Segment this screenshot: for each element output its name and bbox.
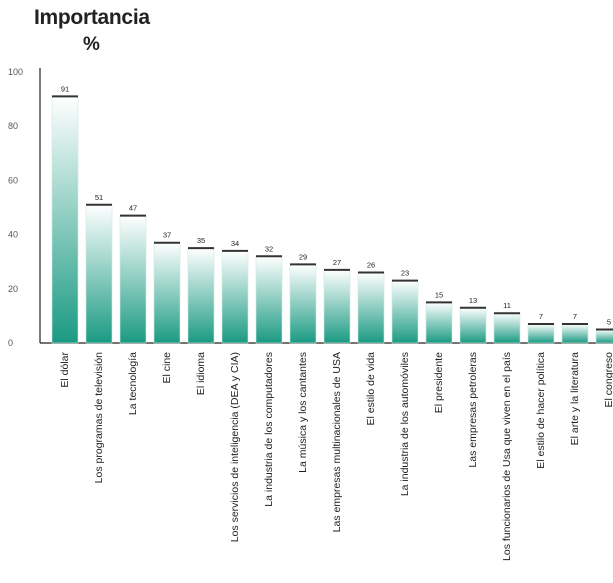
category-label: El presidente [433, 352, 445, 413]
category-label: Los programas de televisión [93, 352, 105, 483]
bar [357, 272, 385, 344]
category-label: La industria de los automóviles [399, 352, 411, 496]
bar [187, 247, 215, 344]
value-label: 13 [469, 296, 477, 305]
bar [391, 280, 419, 344]
category-label: El cine [161, 352, 173, 384]
bar [323, 269, 351, 344]
bar [595, 329, 613, 344]
category-label: Los funcionarios de Usa que viven en el … [501, 352, 513, 561]
value-label: 26 [367, 261, 375, 270]
y-tick-label: 0 [8, 338, 13, 348]
value-label: 7 [573, 312, 577, 321]
value-label: 11 [503, 301, 511, 310]
value-label: 7 [539, 312, 543, 321]
bar [527, 323, 555, 344]
category-label: La música y los cantantes [297, 352, 309, 473]
category-label: El dólar [59, 352, 71, 388]
value-label: 15 [435, 290, 443, 299]
bar [153, 242, 181, 344]
category-label: El arte y la literatura [569, 352, 581, 446]
chart-title: Importancia [34, 6, 150, 29]
bar [459, 307, 487, 344]
y-axis-unit: % [83, 34, 100, 55]
value-label: 35 [197, 236, 205, 245]
y-tick-label: 20 [8, 284, 18, 294]
value-label: 37 [163, 231, 171, 240]
bar [289, 264, 317, 344]
y-tick-label: 60 [8, 175, 18, 185]
category-label: La tecnología [127, 352, 139, 415]
bar [51, 96, 79, 344]
y-tick-label: 100 [8, 67, 23, 77]
value-label: 51 [95, 193, 103, 202]
value-label: 47 [129, 204, 137, 213]
value-label: 34 [231, 239, 239, 248]
bar [425, 302, 453, 344]
category-label: Las empresas petroleras [467, 352, 479, 468]
category-label: El congreso [603, 352, 613, 408]
bar [119, 215, 147, 344]
value-label: 32 [265, 244, 273, 253]
bar [255, 255, 283, 344]
category-label: El estilo de hacer política [535, 352, 547, 469]
category-label: Los servicios de inteligencia (DEA y CIA… [229, 352, 241, 542]
value-label: 5 [607, 317, 611, 326]
category-label: El idioma [195, 352, 207, 395]
y-tick-label: 80 [8, 121, 18, 131]
bar [561, 323, 589, 344]
category-label: Las empresas multinacionales de USA [331, 352, 343, 532]
bar [85, 204, 113, 344]
value-label: 23 [401, 269, 409, 278]
bar [493, 312, 521, 344]
value-label: 27 [333, 258, 341, 267]
category-label: El estilo de vida [365, 352, 377, 426]
value-label: 29 [299, 252, 307, 261]
bar [221, 250, 249, 344]
y-tick-label: 40 [8, 230, 18, 240]
value-label: 91 [61, 84, 69, 93]
category-label: La industria de los computadores [263, 352, 275, 507]
